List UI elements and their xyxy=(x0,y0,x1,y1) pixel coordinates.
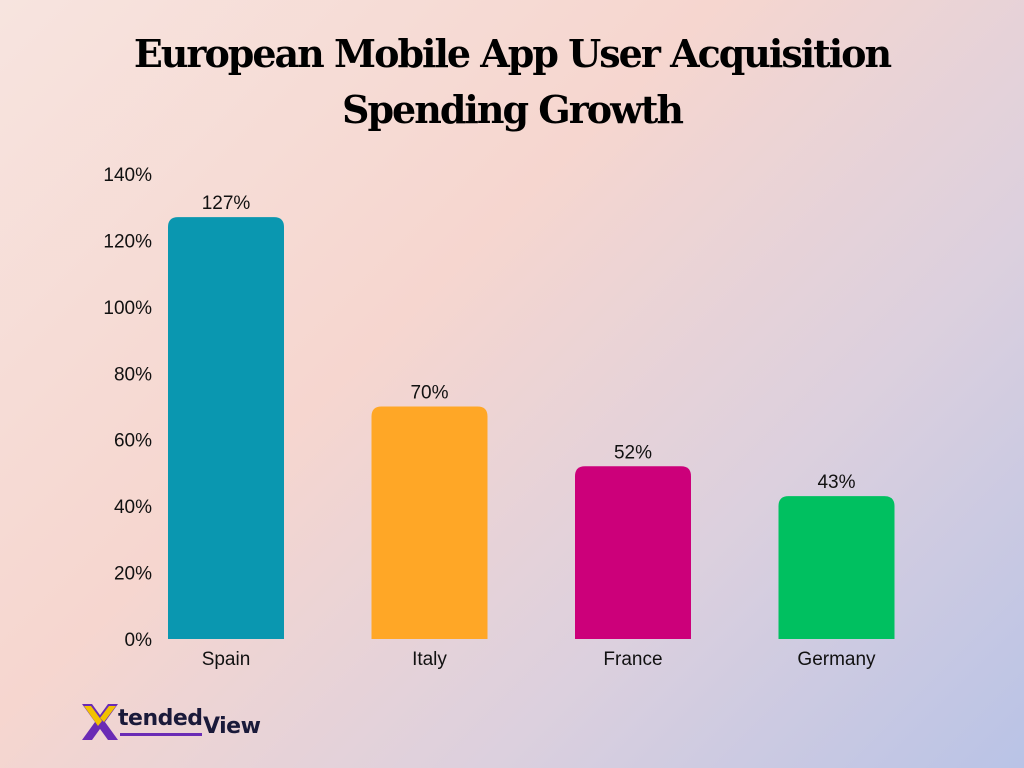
y-tick-label: 120% xyxy=(103,231,152,252)
data-label-spain: 127% xyxy=(202,193,251,214)
y-tick-label: 140% xyxy=(103,165,152,186)
data-label-italy: 70% xyxy=(410,383,448,404)
x-tick-label-italy: Italy xyxy=(412,649,447,670)
bars xyxy=(168,217,895,639)
bar-italy xyxy=(371,406,488,639)
y-tick-label: 20% xyxy=(114,564,152,585)
y-tick-label: 100% xyxy=(103,298,152,319)
x-logo-icon xyxy=(82,704,118,740)
logo-text-view: View xyxy=(203,714,261,739)
brand-logo: tended View xyxy=(78,700,278,744)
x-axis: Spain Italy France Germany xyxy=(202,649,876,670)
data-label-germany: 43% xyxy=(817,472,855,493)
data-labels: 127% 70% 52% 43% xyxy=(202,193,856,493)
logo-underline xyxy=(120,733,202,736)
y-tick-label: 40% xyxy=(114,497,152,518)
logo-text-tended: tended xyxy=(118,706,203,731)
data-label-france: 52% xyxy=(614,442,652,463)
bar-germany xyxy=(778,496,895,639)
y-tick-label: 0% xyxy=(125,630,153,651)
y-tick-label: 80% xyxy=(114,364,152,385)
x-tick-label-germany: Germany xyxy=(797,649,876,670)
bar-spain xyxy=(168,217,284,639)
y-tick-label: 60% xyxy=(114,431,152,452)
chart-title: European Mobile App User Acquisition Spe… xyxy=(133,31,892,132)
y-axis: 0% 20% 40% 60% 80% 100% 120% 140% xyxy=(103,165,152,651)
x-tick-label-france: France xyxy=(603,649,662,670)
bar-france xyxy=(575,466,691,639)
x-tick-label-spain: Spain xyxy=(202,649,251,670)
